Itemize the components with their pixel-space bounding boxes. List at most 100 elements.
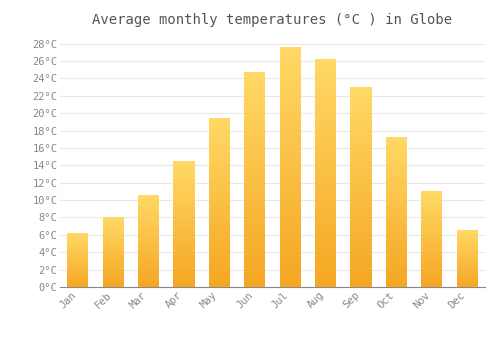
Bar <box>280 256 301 258</box>
Bar <box>315 139 336 141</box>
Bar <box>350 237 372 239</box>
Bar <box>421 218 442 219</box>
Bar <box>67 234 88 235</box>
Bar <box>421 208 442 209</box>
Bar <box>209 152 230 153</box>
Bar <box>456 247 478 248</box>
Bar <box>174 251 195 252</box>
Bar <box>138 210 159 211</box>
Bar <box>244 113 266 115</box>
Bar <box>350 183 372 185</box>
Bar <box>421 274 442 275</box>
Bar <box>280 172 301 174</box>
Bar <box>386 224 407 225</box>
Bar <box>209 199 230 201</box>
Bar <box>244 94 266 96</box>
Bar <box>386 165 407 167</box>
Bar <box>350 159 372 161</box>
Bar <box>244 154 266 156</box>
Bar <box>315 73 336 75</box>
Bar <box>209 186 230 187</box>
Bar <box>102 280 124 281</box>
Bar <box>244 160 266 162</box>
Bar <box>421 223 442 224</box>
Bar <box>209 207 230 209</box>
Bar <box>280 59 301 62</box>
Bar <box>280 146 301 148</box>
Bar <box>421 266 442 267</box>
Bar <box>67 262 88 263</box>
Bar <box>350 193 372 195</box>
Bar <box>280 126 301 129</box>
Bar <box>386 212 407 214</box>
Bar <box>421 240 442 241</box>
Bar <box>315 64 336 66</box>
Bar <box>209 130 230 131</box>
Bar <box>102 279 124 280</box>
Bar <box>174 244 195 245</box>
Bar <box>421 224 442 225</box>
Bar <box>244 139 266 141</box>
Bar <box>174 181 195 182</box>
Bar <box>67 237 88 238</box>
Bar <box>174 223 195 224</box>
Bar <box>244 197 266 199</box>
Bar <box>174 286 195 287</box>
Bar <box>174 256 195 257</box>
Bar <box>138 207 159 208</box>
Bar <box>280 189 301 191</box>
Bar <box>315 269 336 271</box>
Bar <box>456 232 478 233</box>
Bar <box>386 189 407 191</box>
Bar <box>244 145 266 147</box>
Bar <box>421 242 442 243</box>
Bar <box>138 233 159 235</box>
Bar <box>350 165 372 167</box>
Bar <box>280 246 301 248</box>
Bar <box>102 266 124 267</box>
Bar <box>315 207 336 210</box>
Bar <box>138 243 159 244</box>
Bar <box>209 273 230 275</box>
Bar <box>315 148 336 150</box>
Bar <box>244 132 266 135</box>
Bar <box>350 263 372 265</box>
Bar <box>280 232 301 234</box>
Bar <box>421 247 442 248</box>
Bar <box>67 261 88 262</box>
Bar <box>386 195 407 197</box>
Bar <box>209 153 230 155</box>
Bar <box>456 248 478 249</box>
Bar <box>280 160 301 162</box>
Bar <box>244 203 266 205</box>
Bar <box>280 220 301 222</box>
Bar <box>350 149 372 151</box>
Bar <box>350 215 372 217</box>
Bar <box>209 216 230 218</box>
Bar <box>280 52 301 54</box>
Bar <box>244 257 266 259</box>
Bar <box>386 136 407 138</box>
Bar <box>350 127 372 129</box>
Bar <box>138 230 159 231</box>
Bar <box>350 95 372 97</box>
Bar <box>209 201 230 202</box>
Bar <box>174 247 195 248</box>
Bar <box>174 234 195 235</box>
Bar <box>386 174 407 176</box>
Bar <box>209 124 230 126</box>
Bar <box>244 246 266 248</box>
Bar <box>244 162 266 164</box>
Bar <box>386 276 407 278</box>
Bar <box>209 284 230 285</box>
Bar <box>280 184 301 186</box>
Bar <box>102 267 124 268</box>
Bar <box>244 223 266 225</box>
Bar <box>350 137 372 139</box>
Bar <box>209 158 230 160</box>
Bar <box>244 105 266 107</box>
Bar <box>209 226 230 228</box>
Bar <box>138 285 159 286</box>
Bar <box>280 102 301 105</box>
Bar <box>244 83 266 85</box>
